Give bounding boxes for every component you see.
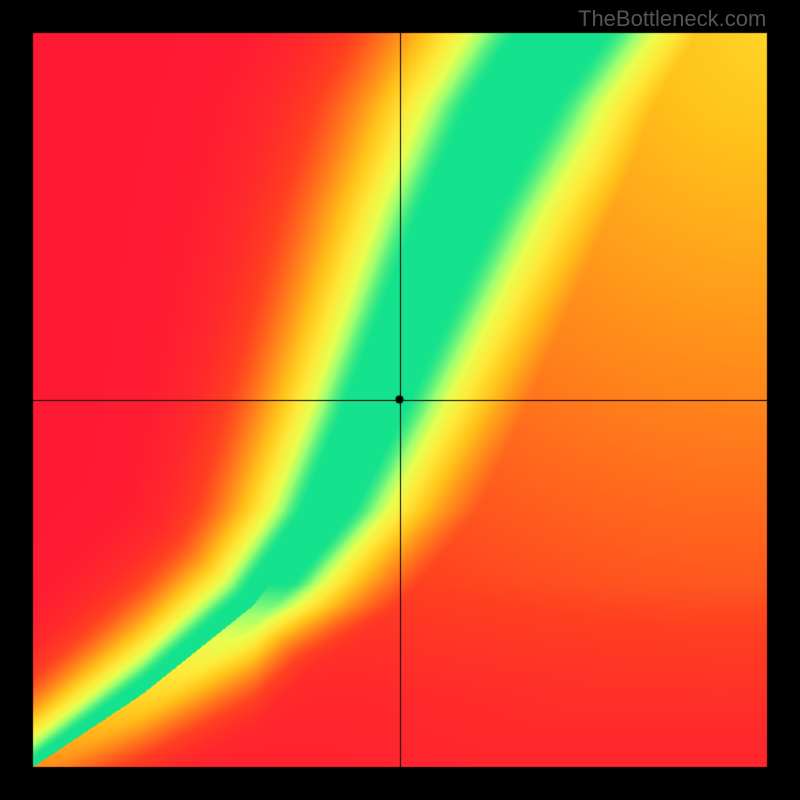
watermark-text: TheBottleneck.com — [578, 6, 766, 32]
bottleneck-heatmap — [0, 0, 800, 800]
chart-container: TheBottleneck.com — [0, 0, 800, 800]
